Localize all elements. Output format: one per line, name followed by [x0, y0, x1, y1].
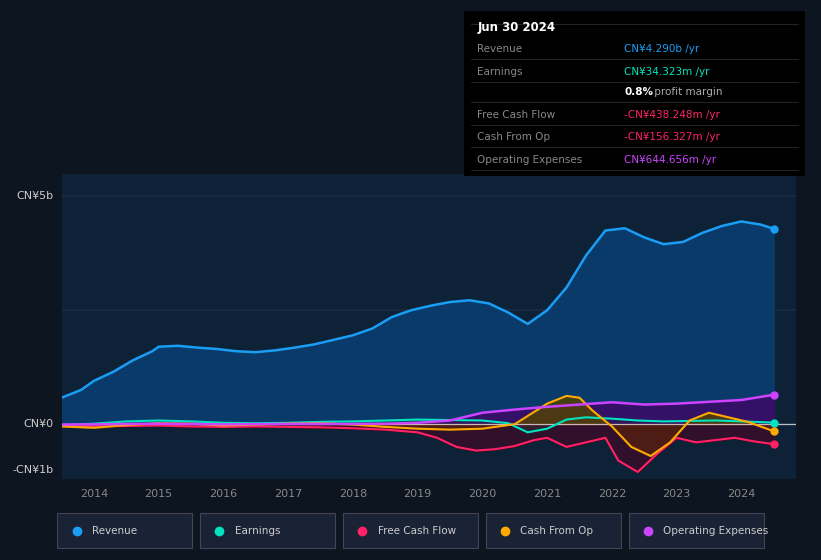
- Text: Operating Expenses: Operating Expenses: [663, 526, 768, 535]
- Text: Free Cash Flow: Free Cash Flow: [378, 526, 456, 535]
- Text: Jun 30 2024: Jun 30 2024: [478, 21, 556, 34]
- Text: CN¥5b: CN¥5b: [16, 192, 53, 202]
- Text: Earnings: Earnings: [478, 67, 523, 77]
- FancyBboxPatch shape: [629, 513, 764, 548]
- Text: CN¥34.323m /yr: CN¥34.323m /yr: [624, 67, 709, 77]
- FancyBboxPatch shape: [57, 513, 192, 548]
- Text: 0.8%: 0.8%: [624, 87, 653, 97]
- Text: -CN¥438.248m /yr: -CN¥438.248m /yr: [624, 110, 720, 120]
- Text: Cash From Op: Cash From Op: [478, 132, 551, 142]
- Text: CN¥0: CN¥0: [23, 419, 53, 429]
- Text: CN¥644.656m /yr: CN¥644.656m /yr: [624, 155, 716, 165]
- Text: Earnings: Earnings: [235, 526, 281, 535]
- FancyBboxPatch shape: [200, 513, 335, 548]
- Text: Revenue: Revenue: [92, 526, 137, 535]
- Text: -CN¥156.327m /yr: -CN¥156.327m /yr: [624, 132, 720, 142]
- Text: Revenue: Revenue: [478, 44, 523, 54]
- Text: profit margin: profit margin: [651, 87, 722, 97]
- Text: -CN¥1b: -CN¥1b: [12, 465, 53, 475]
- FancyBboxPatch shape: [343, 513, 478, 548]
- Text: CN¥4.290b /yr: CN¥4.290b /yr: [624, 44, 699, 54]
- Text: Free Cash Flow: Free Cash Flow: [478, 110, 556, 120]
- Text: Cash From Op: Cash From Op: [521, 526, 594, 535]
- Text: Operating Expenses: Operating Expenses: [478, 155, 583, 165]
- FancyBboxPatch shape: [486, 513, 621, 548]
